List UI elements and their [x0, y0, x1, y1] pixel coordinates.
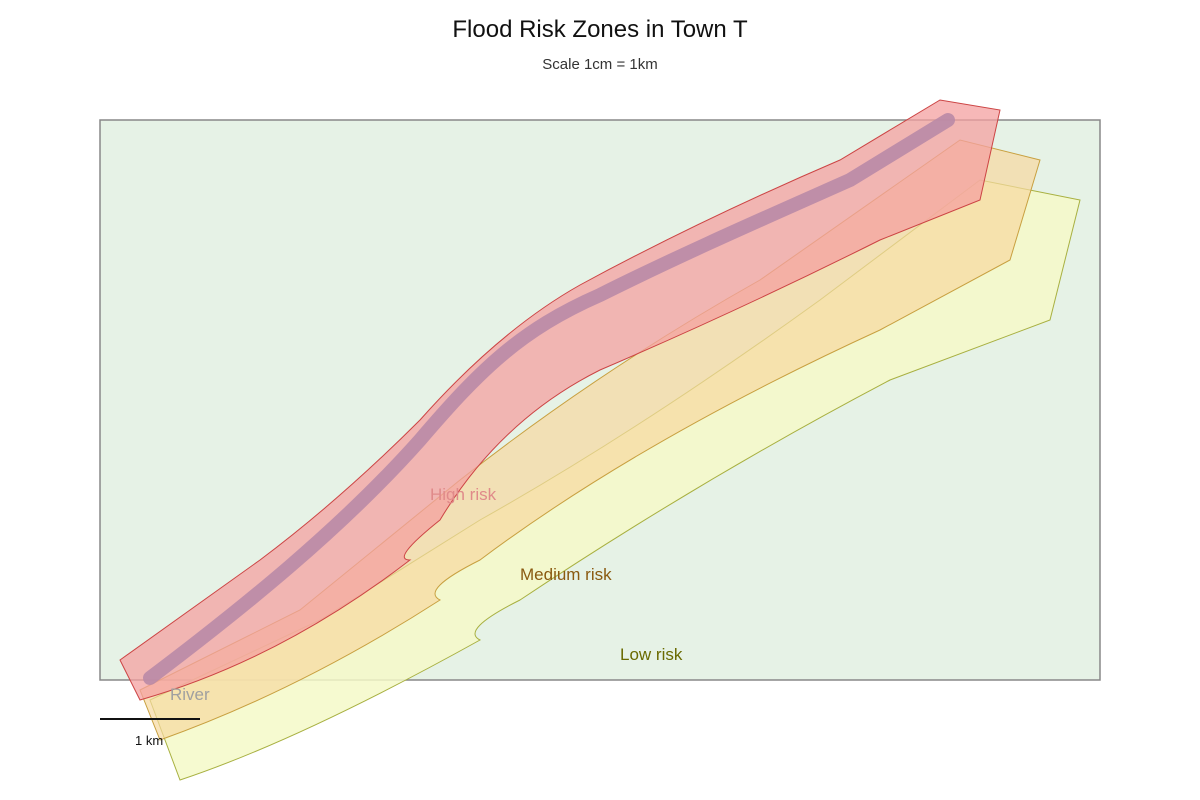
- scale-bar-label: 1 km: [135, 733, 163, 748]
- river-label: River: [170, 685, 210, 704]
- river: [143, 113, 955, 685]
- map-title: Flood Risk Zones in Town T: [452, 16, 748, 43]
- low-risk-label: Low risk: [620, 645, 683, 664]
- high-risk-zone: [119, 99, 1001, 701]
- map-subtitle: Scale 1cm = 1km: [542, 56, 658, 73]
- medium-risk-label: Medium risk: [520, 565, 612, 584]
- high-risk-label: High risk: [430, 485, 497, 504]
